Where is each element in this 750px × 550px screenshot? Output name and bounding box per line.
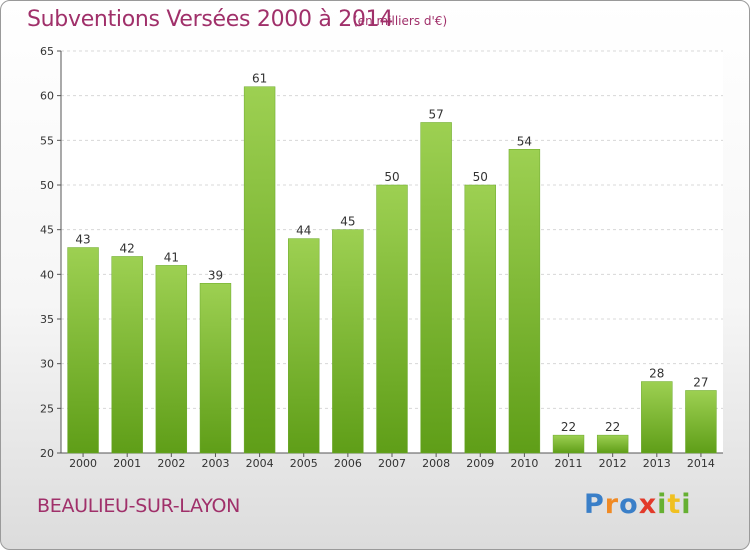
- x-tick-label: 2010: [510, 457, 538, 470]
- data-label: 45: [340, 215, 355, 229]
- bar-2010: [508, 149, 541, 454]
- bar-2006: [332, 229, 364, 454]
- y-tick-label: 65: [40, 45, 54, 58]
- data-label: 43: [75, 233, 90, 247]
- proxiti-logo: Proxiti: [584, 489, 692, 520]
- commune-name: BEAULIEU-SUR-LAYON: [37, 495, 241, 517]
- x-tick-label: 2002: [157, 457, 185, 470]
- x-tick-label: 2011: [555, 457, 583, 470]
- data-label: 50: [473, 170, 488, 184]
- x-tick-label: 2007: [378, 457, 406, 470]
- data-label: 50: [384, 170, 399, 184]
- data-label: 28: [649, 367, 664, 381]
- bar-2005: [288, 238, 320, 454]
- y-tick-label: 25: [40, 402, 54, 415]
- data-label: 57: [428, 107, 443, 121]
- data-label: 22: [605, 420, 620, 434]
- data-label: 42: [120, 241, 135, 255]
- bar-2012: [596, 434, 629, 454]
- x-tick-label: 2014: [687, 457, 715, 470]
- x-tick-label: 2008: [422, 457, 450, 470]
- chart-subtitle: (en milliers d'€): [353, 14, 448, 28]
- data-label: 22: [561, 420, 576, 434]
- x-tick-label: 2004: [246, 457, 274, 470]
- data-label: 44: [296, 224, 311, 238]
- bar-2004: [243, 86, 276, 454]
- y-tick-label: 55: [40, 134, 54, 147]
- bar-2001: [111, 256, 143, 454]
- bar-2003: [199, 283, 232, 454]
- labels: 20 25 30 35 40 45 50 55 60 65 43 2000 42 2001 41 2002 39…: [40, 45, 715, 470]
- x-tick-label: 2006: [334, 457, 362, 470]
- y-tick-label: 20: [40, 447, 54, 460]
- bar-2000: [67, 247, 99, 454]
- y-tick-label: 30: [40, 358, 54, 371]
- data-label: 27: [693, 375, 708, 389]
- bar-2013: [641, 381, 673, 454]
- x-tick-label: 2001: [113, 457, 141, 470]
- bar-2014: [685, 390, 717, 454]
- data-label: 39: [208, 268, 223, 282]
- y-tick-label: 40: [40, 268, 54, 281]
- data-label: 61: [252, 72, 267, 86]
- x-tick-label: 2005: [290, 457, 318, 470]
- bar-2011: [552, 434, 585, 454]
- bar-2002: [155, 265, 188, 454]
- y-tick-label: 35: [40, 313, 54, 326]
- x-tick-label: 2000: [69, 457, 97, 470]
- y-tick-label: 60: [40, 90, 54, 103]
- x-tick-label: 2013: [643, 457, 671, 470]
- bars: [67, 86, 717, 454]
- bar-2008: [420, 122, 452, 454]
- data-label: 41: [164, 250, 179, 264]
- bar-2007: [376, 184, 408, 454]
- bar-2009: [464, 184, 496, 454]
- chart-title: Subventions Versées 2000 à 2014: [27, 7, 394, 32]
- data-label: 54: [517, 134, 532, 148]
- x-tick-label: 2009: [466, 457, 494, 470]
- x-tick-label: 2003: [201, 457, 229, 470]
- y-tick-label: 45: [40, 224, 54, 237]
- x-tick-label: 2012: [599, 457, 627, 470]
- y-tick-label: 50: [40, 179, 54, 192]
